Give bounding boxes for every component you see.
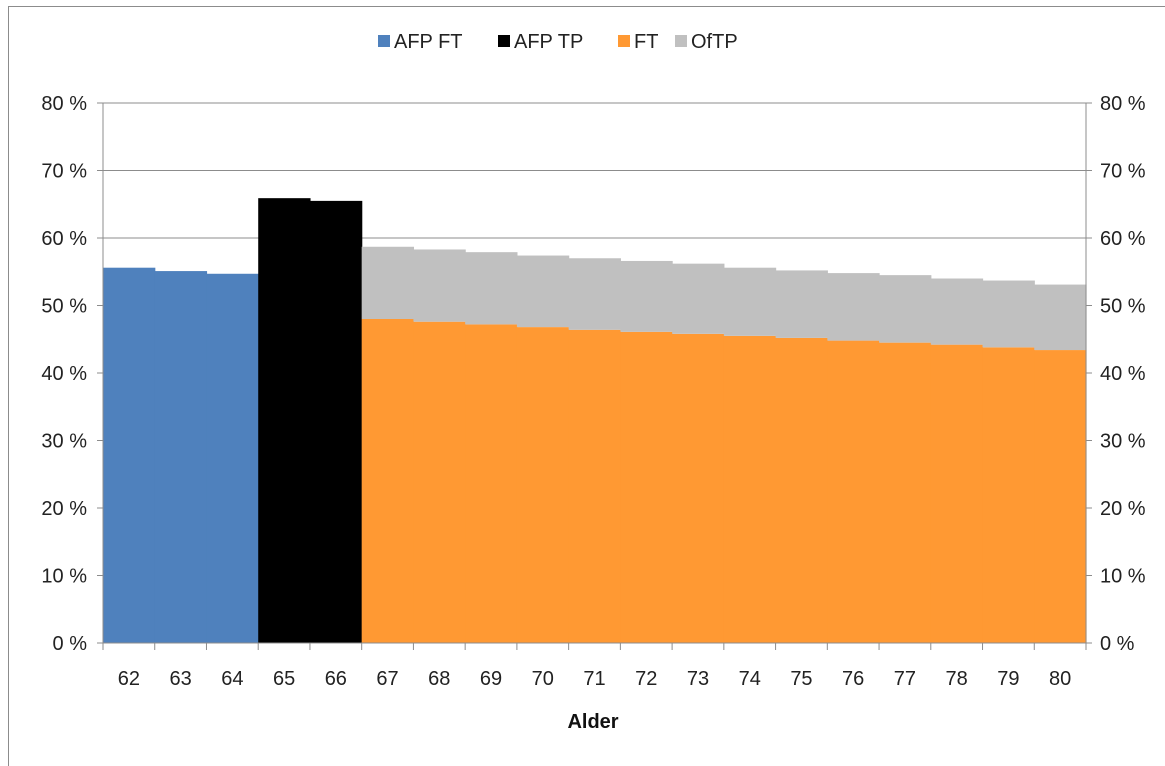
- x-tick-label: 76: [842, 668, 864, 690]
- bar-ft-68: [413, 321, 466, 643]
- y-tick-label-left: 0 %: [53, 633, 88, 655]
- y-tick-label-left: 80 %: [41, 93, 87, 115]
- bar-afp-ft-63: [154, 271, 208, 643]
- bar-ft-77: [879, 342, 932, 644]
- bar-oftp-79: [982, 280, 1035, 348]
- bar-oftp-73: [672, 263, 725, 334]
- bar-oftp-74: [723, 267, 777, 336]
- bar-ft-70: [516, 327, 570, 643]
- x-tick-label: 65: [273, 668, 295, 690]
- bar-oftp-76: [827, 273, 880, 341]
- y-tick-label-right: 60 %: [1100, 228, 1146, 250]
- x-tick-label: 67: [376, 668, 398, 690]
- y-tick-label-right: 30 %: [1100, 431, 1146, 453]
- bar-oftp-78: [930, 278, 984, 345]
- bar-ft-74: [723, 335, 777, 644]
- x-tick-label: 74: [739, 668, 761, 690]
- x-tick-label: 69: [480, 668, 502, 690]
- bar-oftp-71: [568, 258, 621, 330]
- y-tick-label-left: 60 %: [41, 228, 87, 250]
- y-axis-left-labels: 0 % 10 % 20 % 30 % 40 % 50 % 60 % 70 % 80 %: [41, 93, 87, 655]
- bar-afp-ft-62: [103, 267, 156, 643]
- legend: AFP FT AFP TP FT OfTP: [378, 31, 738, 53]
- bar-oftp-68: [413, 249, 466, 322]
- y-tick-label-right: 0 %: [1100, 633, 1135, 655]
- bar-oftp-70: [516, 255, 570, 328]
- bar-oftp-75: [775, 270, 828, 338]
- y-tick-label-left: 20 %: [41, 498, 87, 520]
- x-tick-label: 72: [635, 668, 657, 690]
- bar-oftp-80: [1034, 284, 1087, 351]
- y-tick-label-right: 10 %: [1100, 566, 1146, 588]
- x-tick-label: 63: [169, 668, 191, 690]
- y-tick-label-left: 40 %: [41, 363, 87, 385]
- x-axis-title: Alder: [567, 711, 618, 733]
- bar-ft-78: [930, 344, 984, 643]
- y-tick-label-left: 50 %: [41, 296, 87, 318]
- axes: [97, 102, 1092, 650]
- y-tick-label-right: 40 %: [1100, 363, 1146, 385]
- bar-ft-71: [568, 329, 621, 643]
- legend-swatch-oftp: [675, 35, 687, 47]
- bar-ft-73: [672, 333, 725, 643]
- bar-ft-76: [827, 340, 880, 643]
- legend-label-afp-ft: AFP FT: [394, 31, 463, 53]
- bar-oftp-67: [361, 246, 415, 319]
- bar-afp-ft-64: [206, 273, 259, 643]
- x-tick-label: 66: [325, 668, 347, 690]
- x-tick-label: 78: [946, 668, 968, 690]
- x-tick-label: 68: [428, 668, 450, 690]
- y-tick-label-right: 70 %: [1100, 161, 1146, 183]
- x-tick-label: 79: [997, 668, 1019, 690]
- y-axis-right-labels: 0 % 10 % 20 % 30 % 40 % 50 % 60 % 70 % 80 %: [1100, 93, 1146, 655]
- y-tick-label-right: 20 %: [1100, 498, 1146, 520]
- x-tick-label: 71: [583, 668, 605, 690]
- bar-ft-69: [465, 324, 518, 643]
- bar-ft-80: [1034, 350, 1087, 643]
- y-tick-label-left: 30 %: [41, 431, 87, 453]
- x-tick-label: 70: [532, 668, 554, 690]
- y-tick-label-right: 50 %: [1100, 296, 1146, 318]
- y-tick-label-left: 10 %: [41, 566, 87, 588]
- chart-frame: [8, 6, 1165, 766]
- legend-swatch-afp-ft: [378, 35, 390, 47]
- legend-swatch-ft: [618, 35, 630, 47]
- y-tick-label-left: 70 %: [41, 161, 87, 183]
- x-tick-label: 73: [687, 668, 709, 690]
- bars: [103, 198, 1087, 644]
- bar-ft-67: [361, 319, 415, 643]
- y-tick-label-right: 80 %: [1100, 93, 1146, 115]
- bar-oftp-77: [879, 275, 932, 343]
- bar-afp-tp-66: [309, 200, 363, 644]
- bar-oftp-69: [465, 252, 518, 325]
- legend-label-oftp: OfTP: [691, 31, 738, 53]
- x-tick-label: 64: [221, 668, 243, 690]
- x-axis-labels: 62 63 64 65 66 67 68 69 70 71 72 73 74 75 76 77 78 79 80: [118, 668, 1072, 690]
- legend-label-afp-tp: AFP TP: [514, 31, 583, 53]
- bar-afp-tp-65: [258, 198, 311, 644]
- x-tick-label: 75: [790, 668, 812, 690]
- bar-ft-72: [620, 331, 673, 643]
- legend-label-ft: FT: [634, 31, 658, 53]
- bar-oftp-72: [620, 260, 673, 332]
- x-tick-label: 62: [118, 668, 140, 690]
- bar-ft-79: [982, 347, 1035, 643]
- legend-swatch-afp-tp: [498, 35, 510, 47]
- x-tick-label: 80: [1049, 668, 1071, 690]
- x-tick-label: 77: [894, 668, 916, 690]
- bar-ft-75: [775, 337, 828, 643]
